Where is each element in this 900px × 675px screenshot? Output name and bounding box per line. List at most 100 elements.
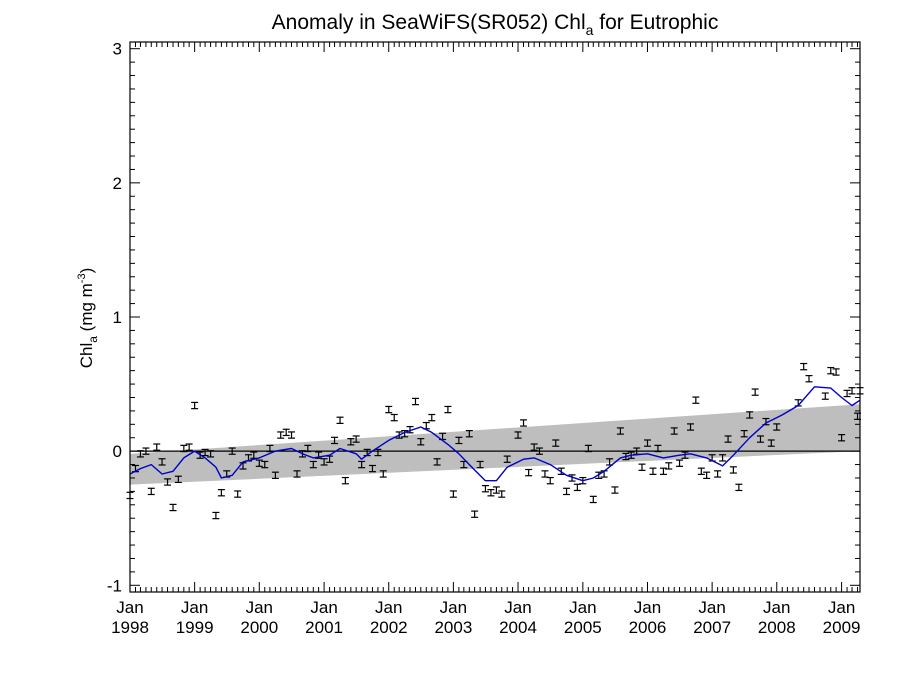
data-point: [471, 510, 479, 518]
data-point: [838, 434, 846, 442]
data-point: [584, 444, 592, 453]
data-point: [465, 429, 473, 438]
data-point: [411, 397, 419, 406]
data-point: [751, 388, 759, 396]
y-axis-label-superscript: -3: [76, 273, 88, 283]
data-point: [541, 470, 549, 478]
x-tick-label-year: 2001: [305, 618, 343, 637]
data-point: [293, 470, 301, 478]
y-axis-label-close: ): [77, 268, 96, 274]
data-point: [358, 460, 366, 469]
data-point: [530, 443, 538, 451]
y-tick-label: -1: [107, 576, 122, 595]
x-tick-label-month: Jan: [698, 598, 725, 617]
data-point: [336, 416, 344, 425]
data-point: [805, 374, 813, 383]
data-point: [379, 470, 387, 478]
data-point: [228, 447, 236, 455]
data-point: [767, 439, 775, 447]
x-tick-label-year: 2005: [564, 618, 602, 637]
data-point: [417, 438, 425, 446]
data-point: [746, 411, 754, 419]
data-point: [589, 495, 597, 504]
data-point: [174, 475, 182, 484]
data-point: [659, 467, 667, 475]
data-point: [525, 468, 533, 477]
y-tick-label: 1: [113, 308, 122, 327]
x-tick-label-year: 1999: [176, 618, 214, 637]
x-tick-label-month: Jan: [828, 598, 855, 617]
x-tick-label-month: Jan: [634, 598, 661, 617]
data-point: [433, 458, 441, 466]
data-point: [331, 436, 339, 445]
x-tick-label-year: 2000: [240, 618, 278, 637]
data-point: [304, 444, 312, 453]
x-tick-label-month: Jan: [181, 598, 208, 617]
data-point: [573, 483, 581, 492]
data-point: [676, 459, 684, 467]
data-point: [476, 460, 484, 469]
data-point: [665, 462, 673, 470]
data-point: [729, 466, 737, 474]
x-tick-label-month: Jan: [504, 598, 531, 617]
x-tick-label-month: Jan: [310, 598, 337, 617]
y-axis-label-main: Chl: [77, 343, 96, 369]
data-point: [428, 413, 436, 422]
data-point: [217, 489, 225, 497]
data-point: [832, 368, 840, 376]
x-tick-label-year: 1998: [111, 618, 149, 637]
data-point: [212, 511, 220, 520]
data-point: [277, 431, 285, 439]
data-point: [180, 444, 188, 453]
data-point: [498, 490, 506, 498]
data-point: [821, 392, 829, 400]
data-point: [552, 439, 560, 447]
y-tick-label: 3: [113, 40, 122, 59]
chart-title: Anomaly in SeaWiFS(SR052) Chla for Eutro…: [272, 11, 719, 38]
data-point: [191, 401, 199, 410]
data-point: [320, 458, 328, 466]
axes-layer: [129, 41, 861, 593]
running-mean-line: [129, 386, 861, 482]
data-point: [638, 463, 646, 471]
data-point: [282, 428, 290, 437]
data-point: [740, 429, 748, 438]
data-point: [255, 459, 263, 467]
data-point: [153, 443, 161, 451]
x-tick-label-month: Jan: [440, 598, 467, 617]
data-point: [158, 458, 166, 466]
data-point: [261, 460, 269, 469]
data-point: [843, 389, 851, 398]
data-point: [611, 486, 619, 494]
data-point: [207, 450, 215, 458]
data-point: [714, 470, 722, 478]
data-point: [568, 474, 576, 482]
data-point: [827, 366, 835, 375]
y-axis-label: Chla (mg m-3): [76, 268, 100, 369]
data-point: [368, 464, 376, 473]
data-point: [385, 405, 393, 414]
data-point: [271, 471, 279, 480]
data-point: [288, 431, 296, 439]
x-tick-label-year: 2006: [629, 618, 667, 637]
data-point: [756, 435, 764, 443]
data-point: [449, 490, 457, 498]
data-point: [654, 444, 662, 453]
data-point: [234, 490, 242, 498]
x-tick-label-year: 2003: [434, 618, 472, 637]
data-point: [514, 431, 522, 439]
data-point: [142, 447, 150, 455]
y-tick-label: 0: [113, 442, 122, 461]
x-tick-label-year: 2002: [370, 618, 408, 637]
data-point: [266, 444, 274, 453]
chart-title-main: Anomaly in SeaWiFS(SR052) Chl: [272, 11, 586, 34]
data-point: [487, 489, 495, 497]
x-tick-label-month: Jan: [569, 598, 596, 617]
chart-title-tail: for Eutrophic: [593, 11, 718, 34]
x-tick-label-year: 2007: [693, 618, 731, 637]
data-point: [492, 486, 500, 494]
chart-title-subscript: a: [586, 22, 594, 38]
x-tick-label-year: 2008: [758, 618, 796, 637]
data-point: [444, 405, 452, 414]
data-point: [455, 436, 463, 445]
